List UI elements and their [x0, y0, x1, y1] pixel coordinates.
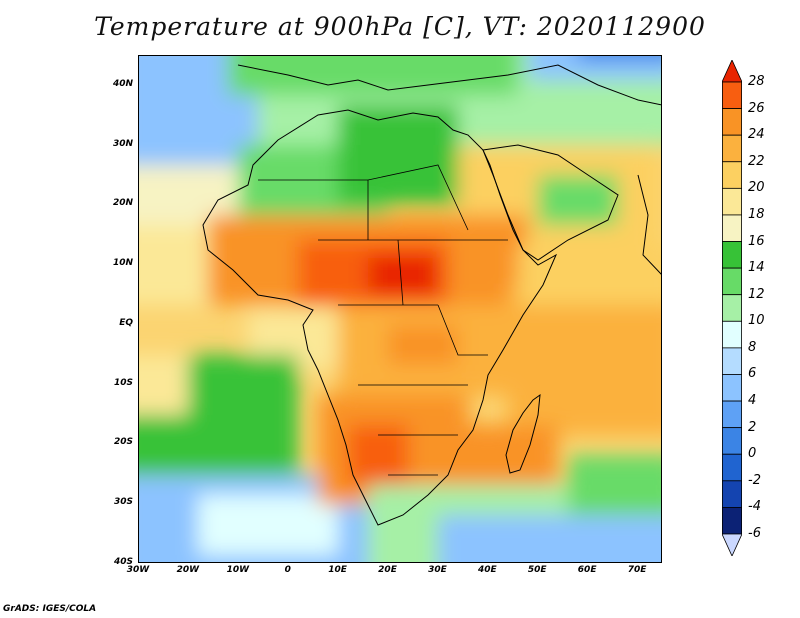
india-outline	[637, 174, 662, 276]
colorbar-swatch	[722, 267, 742, 296]
lon-tick-label: 70E	[627, 565, 647, 575]
colorbar-swatch	[722, 507, 742, 535]
colorbar-label: 16	[748, 233, 765, 249]
colorbar-label: 28	[748, 74, 765, 89]
temperature-map	[138, 55, 662, 563]
lat-tick-label: 10S	[113, 377, 133, 388]
grads-credit: GrADS: IGES/COLA	[3, 604, 97, 614]
arabia-outline	[482, 144, 619, 261]
lon-tick-label: 20W	[176, 565, 200, 575]
colorbar-label: 6	[748, 366, 757, 382]
colorbar-swatch	[722, 294, 742, 322]
colorbar-label: 0	[748, 446, 757, 462]
madagascar-outline	[505, 393, 541, 474]
colorbar-swatch	[722, 347, 742, 375]
colorbar-swatch	[722, 187, 742, 216]
lat-tick-label: 30S	[113, 497, 133, 508]
lon-tick-label: 30E	[428, 565, 447, 575]
colorbar-label: 10	[748, 313, 765, 329]
colorbar-swatch	[722, 108, 742, 136]
map-border	[138, 55, 662, 563]
africa-coastline	[202, 109, 558, 526]
lon-tick-label: 40E	[477, 565, 497, 575]
lat-tick-label: 10N	[112, 258, 133, 269]
colorbar-label: 12	[748, 286, 765, 302]
colorbar-label: 8	[748, 339, 757, 355]
lon-tick-label: 10W	[226, 565, 250, 575]
lat-tick-label: 20S	[113, 437, 133, 448]
lat-tick-label: 40S	[113, 557, 133, 567]
colorbar-label: -6	[748, 526, 761, 541]
lat-tick-label: EQ	[119, 317, 133, 328]
colorbar-label: 24	[748, 127, 765, 143]
colorbar-label: -4	[748, 499, 761, 515]
europe-coastline	[237, 64, 662, 106]
colorbar-swatch	[722, 134, 742, 163]
lon-tick-label: 20E	[378, 565, 397, 575]
colorbar-top-triangle	[722, 60, 742, 83]
map-canvas	[138, 55, 662, 563]
colorbar-swatch	[722, 427, 742, 455]
map-title: Temperature at 900hPa [C], VT: 202011290…	[94, 12, 706, 41]
colorbar-label: 18	[748, 206, 765, 222]
lon-tick-label: 60E	[577, 565, 597, 575]
colorbar-label: -2	[748, 472, 761, 488]
colorbar-swatch	[722, 374, 742, 402]
colorbar-label: 4	[748, 393, 757, 409]
country-borders	[258, 164, 508, 476]
lat-tick-label: 40N	[112, 78, 133, 89]
colorbar-label: 26	[748, 100, 765, 116]
colorbar-swatch	[722, 241, 742, 269]
lon-tick-label: 10E	[328, 565, 347, 575]
colorbar-label: 2	[748, 419, 757, 435]
colorbar-swatch	[722, 400, 742, 429]
colorbar	[722, 60, 742, 556]
lat-tick-label: 20N	[112, 198, 133, 209]
colorbar-swatch	[722, 81, 742, 109]
colorbar-swatch	[722, 214, 742, 242]
colorbar-label: 22	[748, 153, 765, 169]
colorbar-label: 14	[748, 260, 765, 276]
lon-tick-label: 0	[284, 565, 291, 575]
colorbar-swatch	[722, 320, 742, 349]
lon-tick-label: 50E	[527, 565, 547, 575]
colorbar-label: 20	[748, 180, 765, 196]
colorbar-swatch	[722, 480, 742, 508]
lat-tick-label: 30N	[112, 138, 133, 149]
colorbar-swatch	[722, 453, 742, 482]
lon-tick-label: 30W	[126, 565, 150, 575]
colorbar-swatch	[722, 161, 742, 189]
colorbar-bottom-triangle	[722, 533, 742, 556]
